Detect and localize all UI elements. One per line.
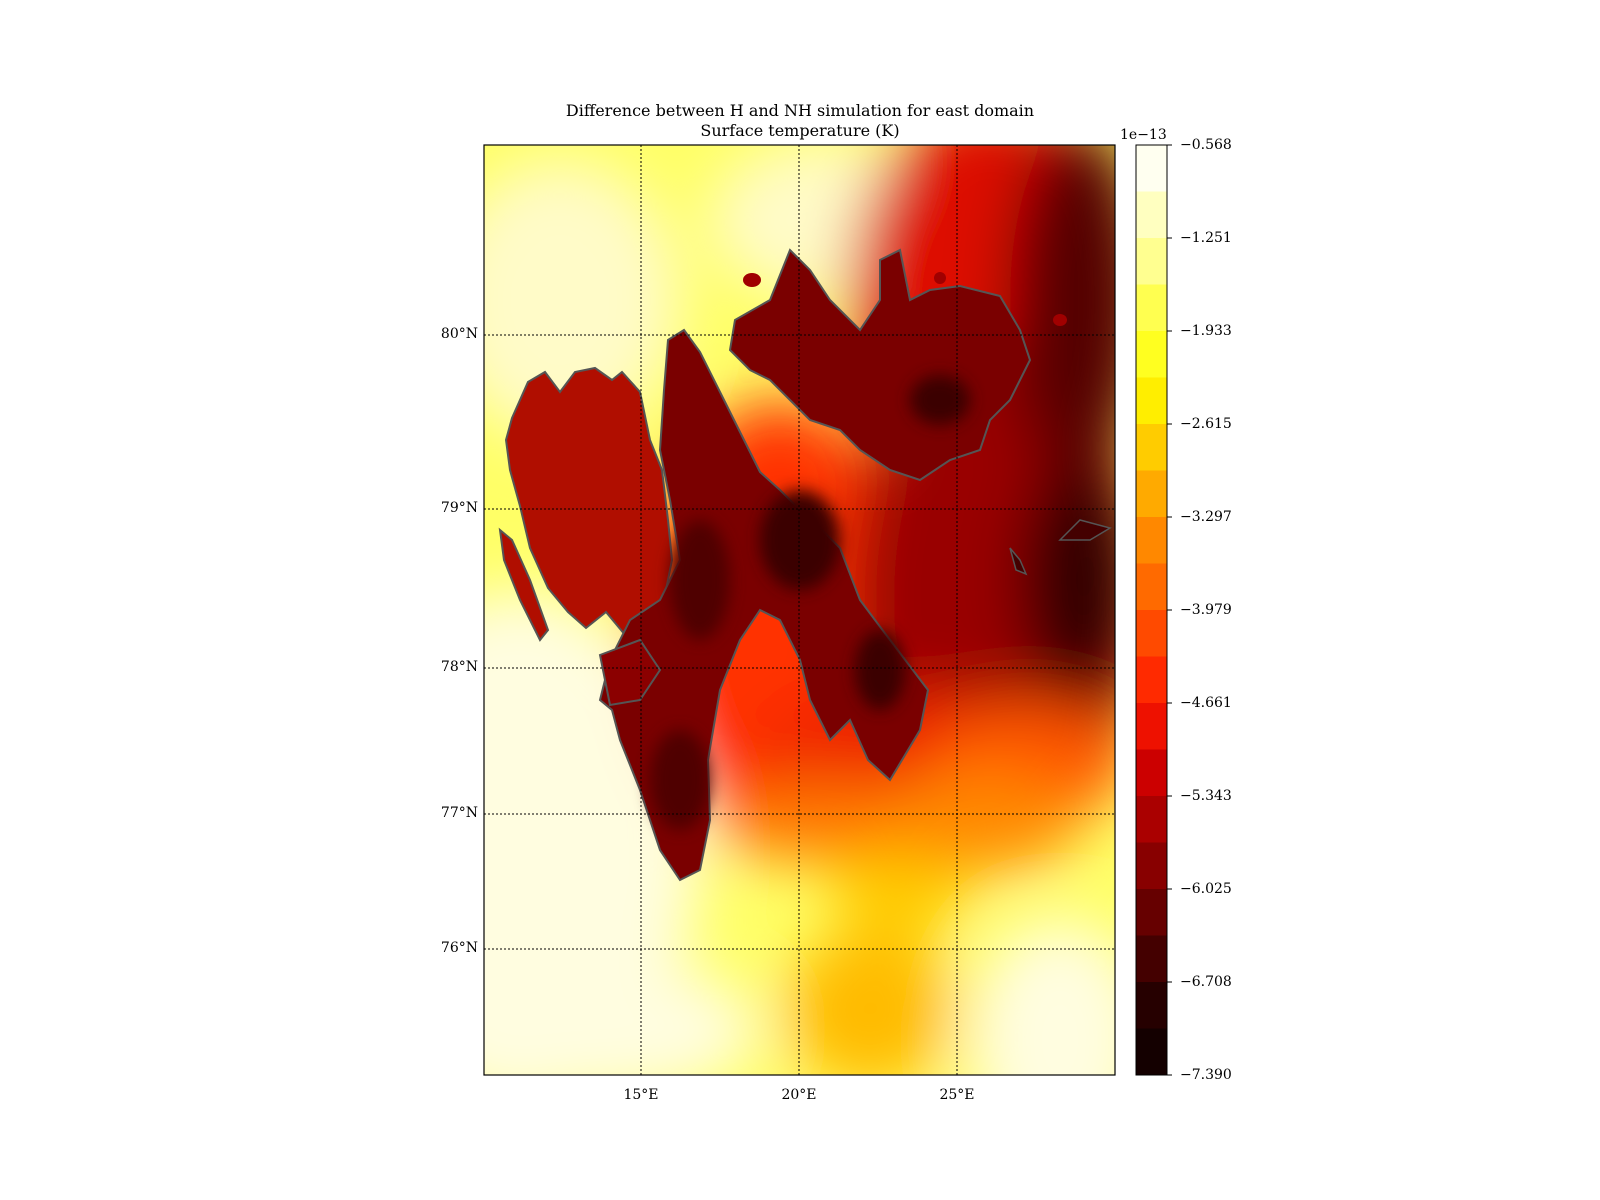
map-subtitle: Surface temperature (K) bbox=[700, 121, 900, 140]
land-kong-karls-land bbox=[1058, 519, 1112, 541]
colorbar-tick-label: −1.933 bbox=[1180, 323, 1232, 339]
colorbar-band bbox=[1136, 517, 1167, 564]
colorbar-band bbox=[1136, 889, 1167, 936]
colorbar-band bbox=[1136, 842, 1167, 890]
colorbar-band bbox=[1136, 563, 1167, 611]
lon-label-20: 20°E bbox=[781, 1087, 817, 1103]
land-interior-shading bbox=[650, 375, 970, 830]
colorbar-band bbox=[1136, 749, 1167, 797]
lon-label-15: 15°E bbox=[623, 1087, 659, 1103]
temperature-field bbox=[484, 145, 1115, 1075]
colorbar-band bbox=[1136, 377, 1167, 425]
land-spitsbergen-south-cape bbox=[598, 638, 662, 707]
colorbar-band bbox=[1136, 935, 1167, 983]
colorbar-tick-label: −7.390 bbox=[1180, 1067, 1232, 1083]
colorbar-band bbox=[1136, 1028, 1167, 1076]
colorbar-band bbox=[1136, 470, 1167, 518]
lon-label-25: 25°E bbox=[939, 1087, 975, 1103]
colorbar-band bbox=[1136, 703, 1167, 750]
colorbar-ticks bbox=[1167, 144, 1172, 1076]
colorbar-band bbox=[1136, 191, 1167, 239]
map-title: Difference between H and NH simulation f… bbox=[565, 101, 1035, 120]
lat-label-76: 76°N bbox=[440, 940, 478, 956]
colorbar-band bbox=[1136, 982, 1167, 1029]
map-frame bbox=[483, 144, 1116, 1076]
colorbar-band bbox=[1136, 656, 1167, 704]
lat-label-79: 79°N bbox=[440, 500, 478, 516]
colorbar-band bbox=[1136, 796, 1167, 843]
colorbar-tick-label: −3.297 bbox=[1180, 509, 1232, 525]
land-islet-1 bbox=[743, 273, 761, 287]
colorbar-band bbox=[1136, 331, 1167, 378]
colorbar-tick-label: −1.251 bbox=[1180, 230, 1232, 246]
colorbar-band bbox=[1136, 284, 1167, 332]
lat-label-80: 80°N bbox=[440, 326, 478, 342]
land-islet-4 bbox=[1009, 547, 1028, 576]
colorbar-band bbox=[1136, 238, 1167, 285]
colorbar-exponent: 1e−13 bbox=[1120, 127, 1167, 143]
lat-label-77: 77°N bbox=[440, 805, 478, 821]
lat-label-78: 78°N bbox=[440, 659, 478, 675]
colorbar bbox=[1136, 145, 1167, 1076]
colorbar-tick-label: −3.979 bbox=[1180, 602, 1232, 618]
colorbar-tick-label: −6.708 bbox=[1180, 974, 1232, 990]
colorbar-band bbox=[1136, 610, 1167, 657]
graticule bbox=[484, 145, 1115, 1075]
colorbar-tick-label: −0.568 bbox=[1180, 137, 1232, 153]
colorbar-tick-label: −6.025 bbox=[1180, 881, 1232, 897]
colorbar-tick-label: −2.615 bbox=[1180, 416, 1232, 432]
colorbar-tick-label: −4.661 bbox=[1180, 695, 1232, 711]
colorbar-band bbox=[1136, 145, 1167, 192]
land-islet-2 bbox=[934, 272, 946, 284]
colorbar-band bbox=[1136, 424, 1167, 471]
land-nordaustlandet bbox=[728, 248, 1032, 482]
colorbar-tick-label: −5.343 bbox=[1180, 788, 1232, 804]
land-prins-karls-forland bbox=[498, 527, 550, 642]
land-islet-3 bbox=[1053, 314, 1067, 326]
